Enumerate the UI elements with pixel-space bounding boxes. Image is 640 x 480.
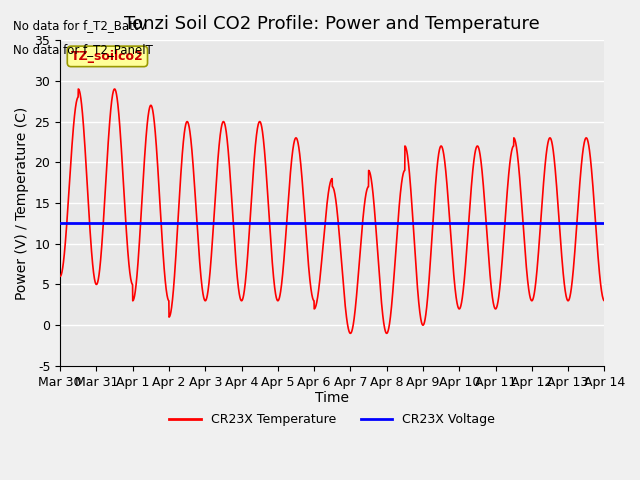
Text: No data for f_T2_PanelT: No data for f_T2_PanelT bbox=[13, 43, 153, 56]
Title: Tonzi Soil CO2 Profile: Power and Temperature: Tonzi Soil CO2 Profile: Power and Temper… bbox=[124, 15, 540, 33]
Text: No data for f_T2_BattV: No data for f_T2_BattV bbox=[13, 19, 147, 32]
Y-axis label: Power (V) / Temperature (C): Power (V) / Temperature (C) bbox=[15, 107, 29, 300]
Legend: CR23X Temperature, CR23X Voltage: CR23X Temperature, CR23X Voltage bbox=[164, 408, 500, 432]
Text: TZ_soilco2: TZ_soilco2 bbox=[71, 50, 144, 63]
X-axis label: Time: Time bbox=[316, 391, 349, 406]
